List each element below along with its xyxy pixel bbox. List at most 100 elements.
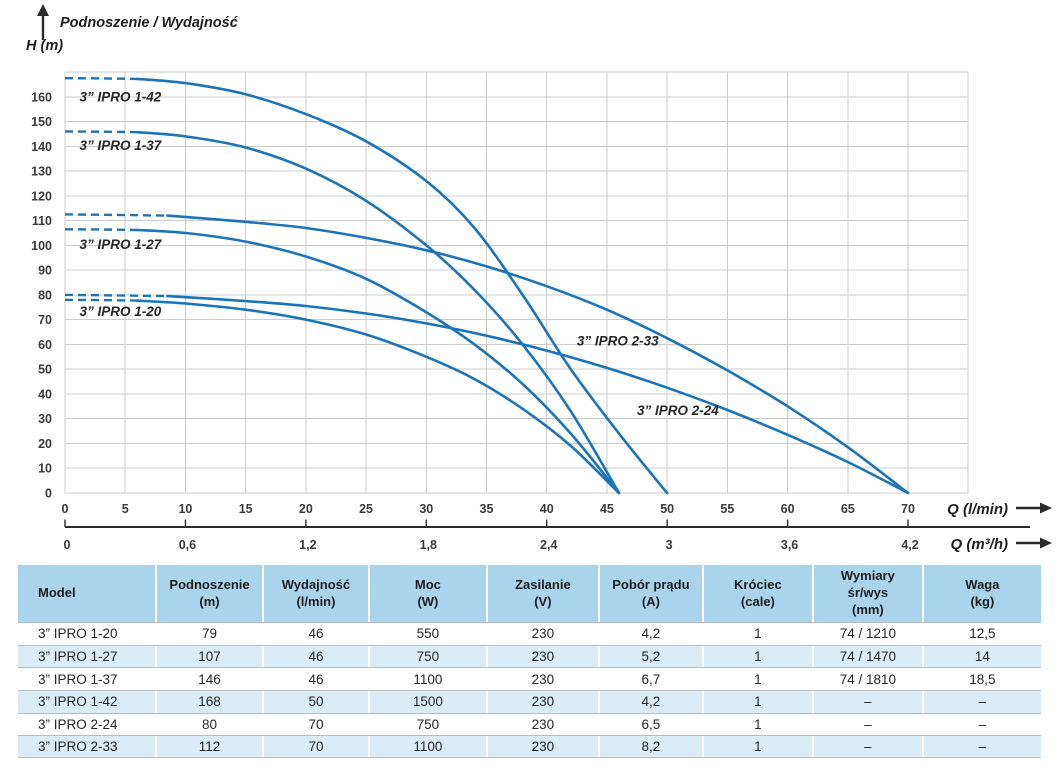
x-tick-label-lmin: 30 [419,502,433,516]
performance-chart: 0102030405060708090100110120130140150160… [26,4,1052,553]
table-cell: 1 [701,645,812,668]
table-cell: – [811,713,922,736]
x-tick-label-lmin: 70 [901,502,915,516]
table-cell: 74 / 1470 [811,645,922,668]
curve-3-ipro-1-37 [136,130,621,495]
y-axis-label: H (m) [26,38,63,54]
table-cell: 50 [261,691,368,713]
table-cell: 8,2 [597,736,702,758]
model-cell: 3” IPRO 1-42 [38,694,118,710]
model-cell: 3” IPRO 1-37 [38,671,118,687]
table-cell: 550 [367,623,486,645]
x-tick-label-lmin: 60 [781,502,795,516]
table-cell: 1100 [367,736,486,758]
x-tick-label-m3h: 2,4 [540,538,557,552]
table-cell: 1 [701,691,812,713]
table-cell: 5,2 [597,645,702,668]
table-cell: 750 [367,713,486,736]
curve-label-3-ipro-2-33: 3” IPRO 2-33 [577,334,659,349]
table-cell: 6,7 [597,668,702,691]
x-axis-label-m3h: Q (m³/h) [951,536,1009,553]
y-tick-label: 60 [38,338,52,352]
x-tick-label-lmin: 50 [660,502,674,516]
table-row-3-ipro-1-42: 3” IPRO 1-42 168 50 1500 230 4,2 1– – [18,690,1041,713]
y-tick-label: 70 [38,313,52,327]
column-header-wymiary: Wymiary śr/wys (mm) [811,565,922,622]
curve-dashed-3-ipro-1-20 [64,298,138,302]
curve-dashed-3-ipro-1-27 [64,228,138,232]
table-cell: 4,2 [597,623,702,645]
x-tick-label-lmin: 55 [720,502,734,516]
y-axis-ticks: 0 10 20 30 40 50 60 70 80 90 100 110 120 130 140 150 160 [31,90,52,500]
curve-label-3-ipro-1-20: 3” IPRO 1-20 [79,304,161,319]
x-tick-label-lmin: 5 [122,502,129,516]
y-tick-label: 120 [31,189,52,203]
table-cell: 80 [155,713,262,736]
table-cell: 12,5 [921,623,1041,645]
axis-arrow-icon [1016,502,1052,514]
table-cell: 18,5 [921,668,1041,691]
table-cell: 230 [485,623,598,645]
x-tick-label-lmin: 10 [178,502,192,516]
table-header-row: Model Podnoszenie (m) Wydajność (l/min) Moc (W… [18,565,1041,622]
column-header-zasilanie: Zasilanie (V) [485,565,598,622]
table-cell: 1 [701,736,812,758]
y-tick-label: 110 [32,214,52,228]
table-cell: 230 [485,691,598,713]
chart-title: Podnoszenie / Wydajność [60,15,239,31]
table-cell: 46 [261,668,368,691]
table-cell: 4,2 [597,691,702,713]
table-cell: 1 [701,668,812,691]
column-header-waga: Waga (kg) [921,565,1041,622]
y-tick-label: 40 [38,387,52,401]
table-cell: 146 [155,668,262,691]
y-tick-label: 0 [45,487,52,501]
table-cell: 70 [261,713,368,736]
table-cell: – [921,736,1041,758]
y-tick-label: 100 [31,239,52,253]
column-header-moc: Moc (W) [367,565,486,622]
y-tick-label: 150 [31,115,52,129]
curve-dashed-3-ipro-1-37 [64,130,138,134]
table-row-3-ipro-1-27: 3” IPRO 1-27 107 46 750 230 5,2 1 74 / 1470 14 [18,644,1041,668]
axis-arrow-icon [1016,537,1052,549]
table-cell: 1100 [367,668,486,691]
curve-dashed-3-ipro-2-33 [64,213,168,217]
table-cell: – [921,691,1041,713]
column-header-podnoszenie: Podnoszenie (m) [155,565,262,622]
table-cell: 70 [261,736,368,758]
x-tick-label-lmin: 20 [299,502,313,516]
table-cell: 112 [155,736,262,758]
x-tick-label-lmin: 15 [239,502,253,516]
y-tick-label: 10 [38,462,52,476]
table-cell: 46 [261,623,368,645]
y-tick-label: 80 [38,288,52,302]
column-header-pob-r-pr-du: Pobór prądu (A) [597,565,702,622]
x-tick-label-m3h: 1,2 [299,538,316,552]
table-row-3-ipro-2-24: 3” IPRO 2-24 80 70 750 230 6,5 1– – [18,712,1041,736]
table-cell: 1 [701,623,812,645]
table-cell: 168 [155,691,262,713]
table-cell: 1 [701,713,812,736]
model-cell: 3” IPRO 2-24 [38,717,118,733]
x-axis-ticks-lmin: 0 5 10 15 20 25 30 35 40 45 50 55 60 65 70 [62,502,915,516]
table-cell: 14 [921,645,1041,668]
table-row-3-ipro-2-33: 3” IPRO 2-33 112 70 1100 230 8,2 1– – [18,735,1041,759]
x-tick-label-lmin: 40 [540,502,554,516]
curve-label-3-ipro-2-24: 3” IPRO 2-24 [637,403,719,418]
curve-label-3-ipro-1-42: 3” IPRO 1-42 [79,90,161,105]
curve-label-3-ipro-1-37: 3” IPRO 1-37 [79,138,162,153]
y-tick-label: 20 [38,437,52,451]
x-tick-label-m3h: 1,8 [420,538,437,552]
y-tick-label: 30 [38,412,52,426]
table-cell: – [811,736,922,758]
pump-spec-table: Model Podnoszenie (m) Wydajność (l/min) Moc (W… [18,565,1041,759]
x-axis-label-lmin: Q (l/min) [947,501,1008,518]
table-cell: 74 / 1810 [811,668,922,691]
table-cell: – [921,713,1041,736]
x-tick-label-m3h: 3 [666,538,673,552]
table-cell: 46 [261,645,368,668]
x-tick-label-lmin: 45 [600,502,614,516]
table-cell: 230 [485,668,598,691]
